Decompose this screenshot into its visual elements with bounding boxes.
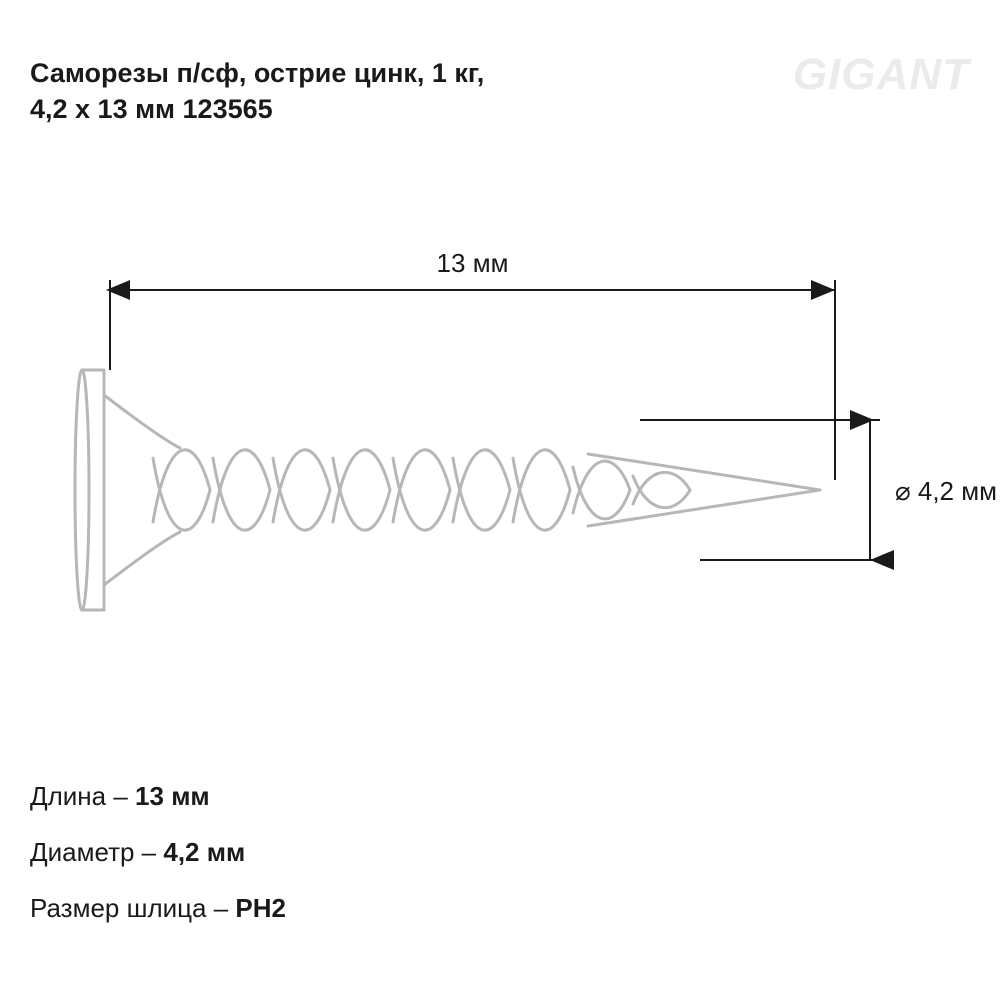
spec-label: Длина [30,781,106,811]
spec-list: Длина – 13 мм Диаметр – 4,2 мм Размер шл… [30,770,286,938]
spec-label: Размер шлица [30,893,207,923]
screw-outline [75,370,820,610]
cone-top [104,395,180,448]
spec-value: 4,2 мм [163,837,245,867]
spec-row-diameter: Диаметр – 4,2 мм [30,826,286,878]
spec-row-length: Длина – 13 мм [30,770,286,822]
svg-text:13 мм: 13 мм [437,248,509,278]
spec-value: 13 мм [135,781,210,811]
svg-text:⌀ 4,2 мм: ⌀ 4,2 мм [895,476,997,506]
spec-row-slot: Размер шлица – PH2 [30,882,286,934]
dimension-lines: 13 мм ⌀ 4,2 мм [110,248,997,560]
spec-value: PH2 [235,893,286,923]
tip [588,454,820,526]
cone-bot [104,532,180,585]
spec-label: Диаметр [30,837,134,867]
